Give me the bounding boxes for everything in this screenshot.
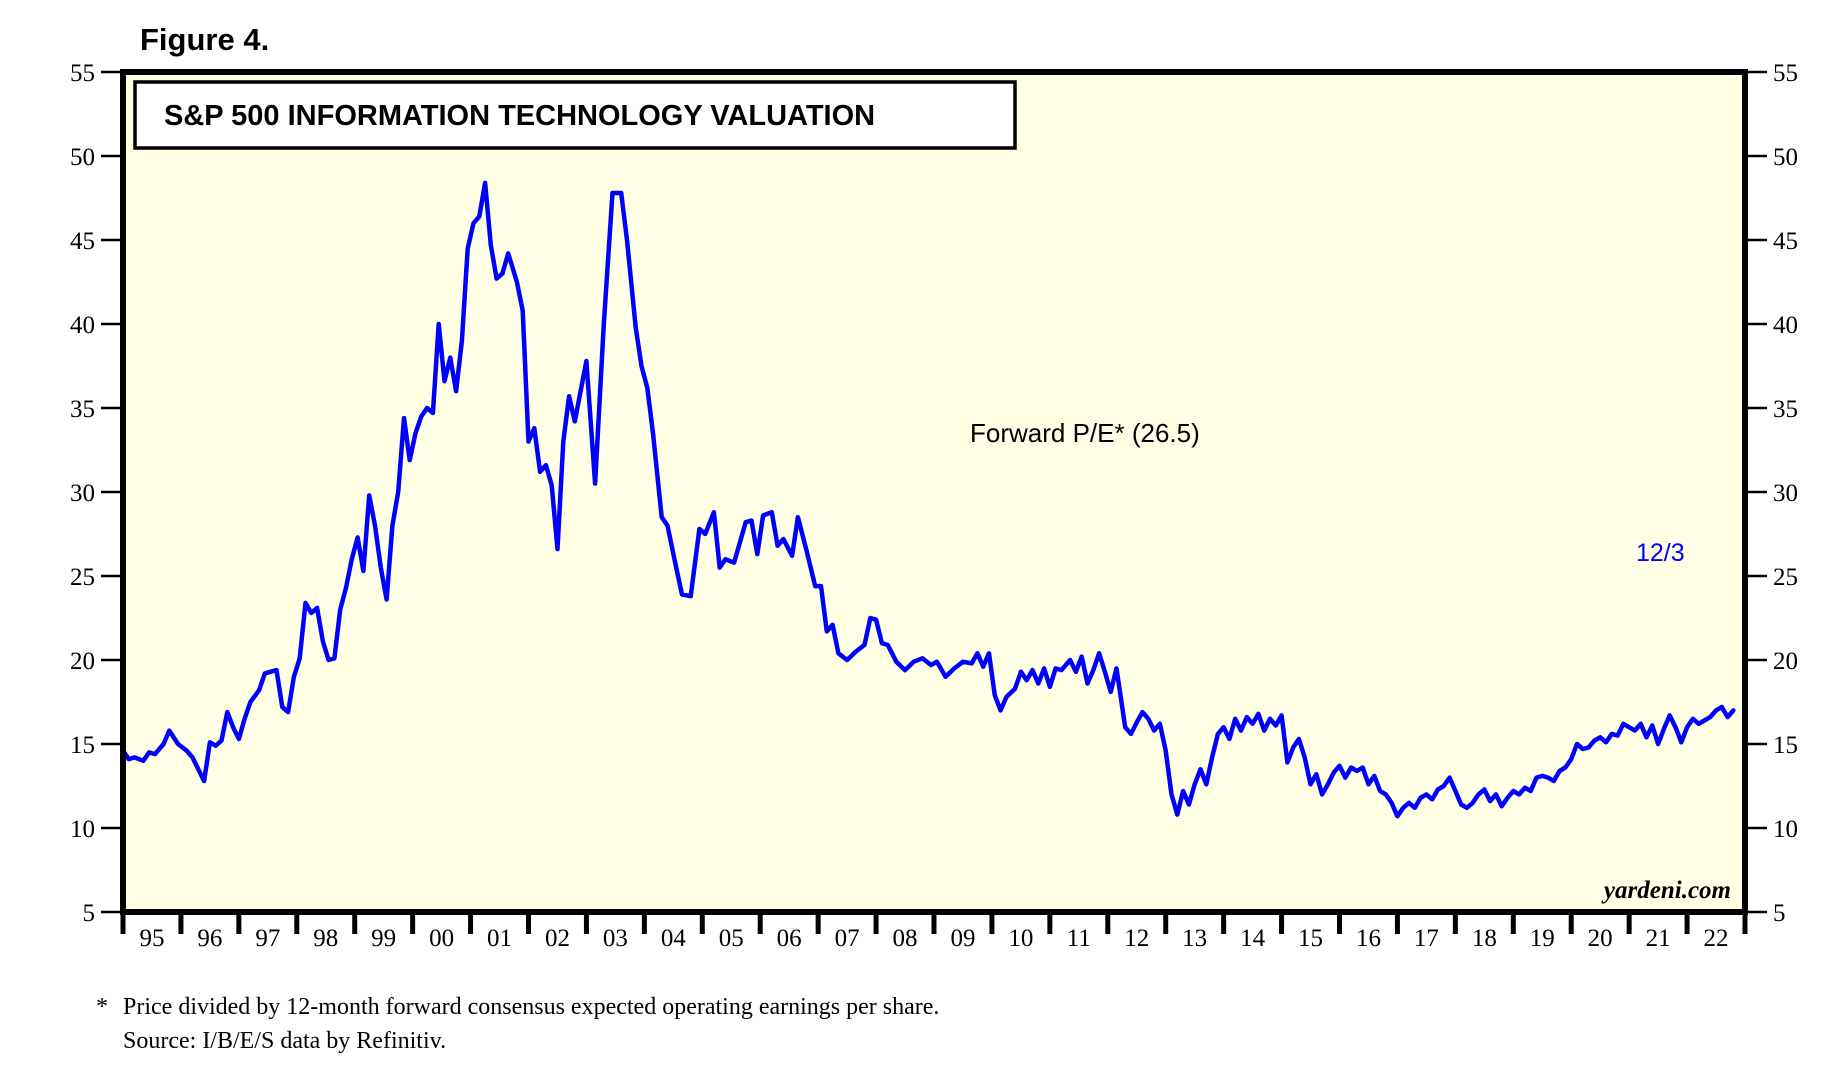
y-tick-label-left: 55	[70, 60, 95, 87]
x-tick-label: 15	[1298, 925, 1323, 952]
x-tick-label: 02	[545, 925, 570, 952]
y-tick-label-right: 30	[1773, 480, 1798, 507]
footnote-definition: Price divided by 12-month forward consen…	[123, 994, 940, 1020]
x-tick-label: 14	[1240, 925, 1266, 952]
y-tick-label-right: 10	[1773, 816, 1798, 843]
y-tick-label-left: 40	[70, 312, 95, 339]
x-tick-label: 03	[603, 925, 628, 952]
footnote-marker: *	[96, 994, 108, 1020]
y-tick-label-right: 55	[1773, 60, 1798, 87]
x-tick-label: 12	[1124, 925, 1149, 952]
watermark: yardeni.com	[1601, 877, 1731, 904]
x-tick-label: 11	[1067, 925, 1091, 952]
y-tick-label-right: 25	[1773, 564, 1798, 591]
plot-area	[123, 72, 1745, 912]
x-tick-label: 95	[139, 925, 164, 952]
x-tick-label: 13	[1182, 925, 1207, 952]
x-tick-label: 05	[719, 925, 744, 952]
x-tick-label: 01	[487, 925, 512, 952]
x-axis: 95 96 97 98 99 00 01 02 03 04 05 06 07 08 09 10 11 12 13 14…	[120, 912, 1748, 952]
x-tick-label: 22	[1704, 925, 1729, 952]
chart-title: S&P 500 INFORMATION TECHNOLOGY VALUATION	[164, 100, 875, 132]
y-tick-label-left: 30	[70, 480, 95, 507]
y-axis-left: 5 10 15 20 25 30 35 40 45 50 55	[70, 60, 123, 927]
y-tick-label-right: 15	[1773, 732, 1798, 759]
x-tick-label: 20	[1588, 925, 1613, 952]
y-tick-label-left: 45	[70, 228, 95, 255]
x-tick-label: 04	[661, 925, 687, 952]
x-tick-label: 18	[1472, 925, 1497, 952]
y-tick-label-left: 50	[70, 144, 95, 171]
x-tick-label: 99	[371, 925, 396, 952]
x-tick-label: 98	[313, 925, 338, 952]
y-tick-label-right: 5	[1773, 900, 1786, 927]
x-tick-label: 97	[255, 925, 280, 952]
x-tick-label: 16	[1356, 925, 1381, 952]
x-tick-label: 07	[835, 925, 860, 952]
x-tick-label: 17	[1414, 925, 1439, 952]
x-tick-label: 10	[1008, 925, 1033, 952]
series-annotation: Forward P/E* (26.5)	[970, 418, 1200, 448]
series-line-forward-pe	[120, 180, 1736, 819]
y-tick-label-right: 50	[1773, 144, 1798, 171]
y-tick-label-left: 5	[83, 900, 96, 927]
y-tick-label-left: 20	[70, 648, 95, 675]
y-tick-label-right: 40	[1773, 312, 1798, 339]
y-tick-label-left: 15	[70, 732, 95, 759]
y-tick-label-left: 25	[70, 564, 95, 591]
y-tick-label-right: 35	[1773, 396, 1798, 423]
x-tick-label: 21	[1646, 925, 1671, 952]
end-date-label: 12/3	[1636, 539, 1685, 567]
y-tick-label-left: 35	[70, 396, 95, 423]
footnote-source: Source: I/B/E/S data by Refinitiv.	[123, 1028, 447, 1054]
x-tick-label: 06	[777, 925, 802, 952]
y-tick-label-right: 20	[1773, 648, 1798, 675]
x-tick-label: 08	[893, 925, 918, 952]
x-tick-label: 19	[1530, 925, 1555, 952]
chart-title-box	[133, 80, 1017, 150]
y-tick-label-left: 10	[70, 816, 95, 843]
x-tick-label: 00	[429, 925, 454, 952]
figure-label: Figure 4.	[140, 22, 270, 57]
x-tick-label: 09	[950, 925, 975, 952]
y-axis-right: 5 10 15 20 25 30 35 40 45 50 55	[1745, 60, 1798, 927]
x-tick-label: 96	[197, 925, 222, 952]
plot-frame	[120, 69, 1748, 915]
y-tick-label-right: 45	[1773, 228, 1798, 255]
